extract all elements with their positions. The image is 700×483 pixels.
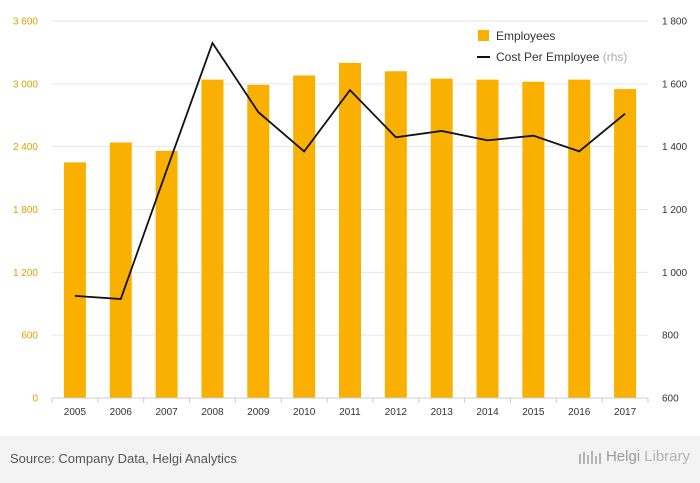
x-tick-label: 2010 <box>293 407 316 418</box>
x-tick-label: 2016 <box>568 407 591 418</box>
bar-employees-2008 <box>201 79 224 399</box>
bar-employees-2006 <box>109 142 132 398</box>
bar-employees-2011 <box>339 62 361 399</box>
bar-employees-2012 <box>384 71 407 399</box>
bar-employees-2015 <box>522 81 545 398</box>
footer: Source: Company Data, Helgi Analytics He… <box>0 436 700 483</box>
legend: Employees Cost Per Employee (rhs) <box>477 29 627 64</box>
x-tick-label: 2014 <box>476 407 499 418</box>
y-right-tick-label: 1 600 <box>662 79 687 90</box>
line-layer <box>74 41 626 300</box>
y-right-tick-label: 1 000 <box>662 268 687 279</box>
y-left-tick-label: 1 800 <box>13 205 38 216</box>
x-tick-label: 2017 <box>614 407 637 418</box>
chart-svg: 0 600 1 200 1 800 2 400 3 000 3 600 600 800 1 000… <box>13 17 687 419</box>
line-cost-per-employee <box>74 41 626 300</box>
source-note: Source: Company Data, Helgi Analytics <box>10 451 237 466</box>
x-tick-label: 2013 <box>431 407 454 418</box>
brand-logo: Helgi Library <box>578 448 690 465</box>
legend-swatch-employees <box>478 30 489 41</box>
y-left-tick-label: 0 <box>32 394 38 405</box>
y-right-tick-label: 1 200 <box>662 205 687 216</box>
y-left-tick-label: 3 600 <box>13 17 38 28</box>
bar-employees-2013 <box>430 78 453 398</box>
bar-employees-2009 <box>247 84 270 398</box>
x-tick-label: 2012 <box>385 407 408 418</box>
bar-employees-2017 <box>614 89 637 398</box>
y-left-tick-label: 2 400 <box>13 142 38 153</box>
x-tick-label: 2006 <box>110 407 133 418</box>
library-icon <box>578 450 601 464</box>
axis-layer: 0 600 1 200 1 800 2 400 3 000 3 600 600 800 1 000… <box>13 17 687 419</box>
brand-main: Helgi <box>605 448 641 465</box>
bar-layer <box>63 62 637 399</box>
brand-suffix: Library <box>644 448 690 465</box>
y-left-tick-label: 3 000 <box>13 79 38 90</box>
y-left-tick-label: 1 200 <box>13 268 38 279</box>
x-tick-label: 2011 <box>339 407 361 418</box>
bar-employees-2005 <box>63 162 86 398</box>
bar-employees-2014 <box>476 79 499 399</box>
x-tick-label: 2009 <box>247 407 270 418</box>
y-right-tick-label: 1 400 <box>662 142 687 153</box>
x-tick-label: 2008 <box>201 407 224 418</box>
x-tick-label: 2015 <box>522 407 545 418</box>
y-left-tick-label: 600 <box>21 331 38 342</box>
bar-employees-2010 <box>293 75 316 398</box>
y-right-tick-label: 1 800 <box>662 17 687 28</box>
y-right-tick-label: 800 <box>662 331 679 342</box>
legend-rhs-note: (rhs) <box>603 50 628 64</box>
bar-employees-2016 <box>568 79 591 399</box>
legend-label-employees: Employees <box>496 29 555 43</box>
bar-employees-2007 <box>155 150 178 398</box>
x-tick-label: 2005 <box>64 407 87 418</box>
x-tick-label: 2007 <box>155 407 178 418</box>
y-right-tick-label: 600 <box>662 394 679 405</box>
legend-label-cost: Cost Per Employee (rhs) <box>496 50 627 64</box>
